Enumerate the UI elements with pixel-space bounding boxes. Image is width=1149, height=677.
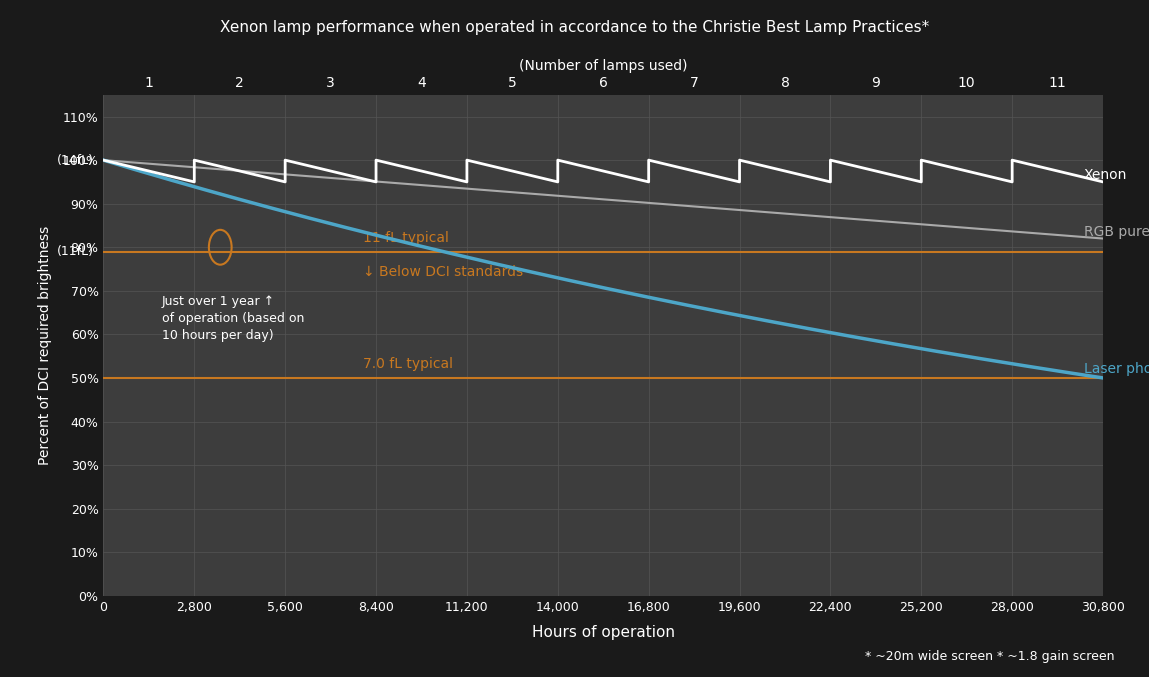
Text: (11fL): (11fL) bbox=[56, 245, 93, 258]
Text: Just over 1 year ↑
of operation (based on
10 hours per day): Just over 1 year ↑ of operation (based o… bbox=[162, 295, 304, 342]
Text: 11 fL typical: 11 fL typical bbox=[363, 231, 449, 245]
X-axis label: (Number of lamps used): (Number of lamps used) bbox=[519, 60, 687, 73]
Text: Xenon: Xenon bbox=[1084, 169, 1127, 182]
Text: RGB pure laser: RGB pure laser bbox=[1084, 225, 1149, 239]
Text: Laser phosphor: Laser phosphor bbox=[1084, 362, 1149, 376]
Text: 7.0 fL typical: 7.0 fL typical bbox=[363, 357, 453, 372]
Y-axis label: Percent of DCI required brightness: Percent of DCI required brightness bbox=[38, 225, 52, 465]
Text: * ~20m wide screen * ~1.8 gain screen: * ~20m wide screen * ~1.8 gain screen bbox=[865, 651, 1115, 663]
Text: (14fL): (14fL) bbox=[56, 154, 93, 167]
Text: ↓ Below DCI standards: ↓ Below DCI standards bbox=[363, 265, 523, 279]
Text: Xenon lamp performance when operated in accordance to the Christie Best Lamp Pra: Xenon lamp performance when operated in … bbox=[219, 20, 930, 35]
X-axis label: Hours of operation: Hours of operation bbox=[532, 625, 674, 640]
